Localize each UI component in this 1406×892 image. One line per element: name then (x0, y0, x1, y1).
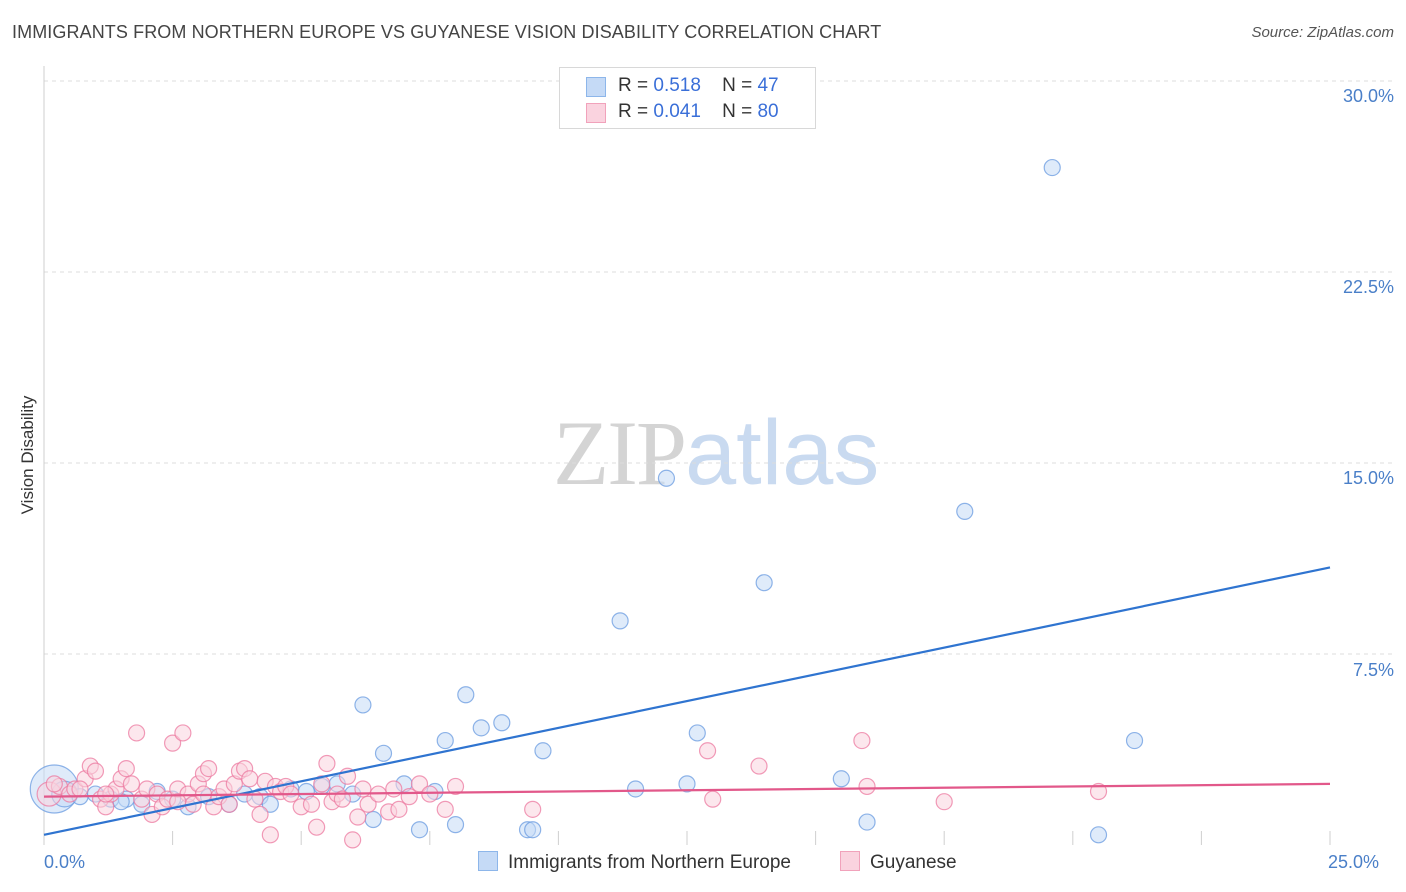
bottom-legend-label: Guyanese (870, 852, 957, 873)
point-guyanese (164, 734, 182, 752)
y-tick-label: 15.0% (1342, 468, 1394, 488)
point-northern-europe (678, 775, 696, 793)
point-guyanese (1089, 782, 1108, 801)
point-guyanese (349, 808, 367, 826)
point-guyanese (390, 800, 408, 818)
y-tick-label: 30.0% (1342, 86, 1394, 106)
point-northern-europe (472, 719, 490, 737)
point-guyanese (421, 785, 439, 803)
point-northern-europe (858, 813, 876, 831)
legend-swatch-blue (586, 77, 606, 97)
trendline-guyanese (43, 782, 1331, 798)
point-guyanese (750, 757, 768, 775)
point-guyanese (935, 793, 953, 811)
point-guyanese (45, 775, 63, 793)
point-guyanese (261, 826, 279, 844)
point-guyanese (385, 780, 403, 798)
legend-n-value: 47 (757, 75, 779, 96)
point-guyanese (344, 831, 362, 849)
point-guyanese (302, 795, 321, 813)
point-guyanese (220, 795, 238, 813)
legend-r-value: 0.518 (653, 75, 701, 96)
x-tick-label: 0.0% (44, 852, 86, 872)
point-guyanese (359, 795, 377, 813)
point-guyanese (127, 724, 146, 742)
source-label: Source: ZipAtlas.com (1251, 24, 1394, 41)
point-guyanese (704, 790, 722, 808)
point-guyanese (308, 818, 326, 836)
watermark: ZIPatlas (553, 400, 879, 506)
point-northern-europe (261, 795, 279, 813)
point-guyanese (117, 759, 135, 778)
point-guyanese (436, 800, 454, 818)
point-northern-europe (832, 770, 850, 788)
point-northern-europe (1089, 826, 1108, 844)
point-guyanese (241, 770, 259, 788)
point-northern-europe (524, 821, 542, 839)
point-northern-europe (1125, 731, 1144, 750)
point-guyanese (71, 780, 89, 798)
chart-title: IMMIGRANTS FROM NORTHERN EUROPE VS GUYAN… (12, 22, 882, 42)
x-tick-label: 25.0% (1328, 852, 1380, 872)
trendline-northern-europe (43, 566, 1331, 836)
bottom-legend-guyanese: Guyanese (840, 851, 957, 874)
point-northern-europe (374, 744, 393, 762)
point-northern-europe (534, 742, 552, 760)
point-northern-europe (657, 469, 676, 487)
y-tick-label: 22.5% (1342, 277, 1394, 297)
point-guyanese (251, 805, 269, 824)
point-guyanese (200, 759, 218, 778)
legend-r-value: 0.041 (653, 101, 701, 122)
point-guyanese (122, 775, 141, 793)
y-tick-label: 7.5% (1352, 660, 1394, 680)
legend-swatch-pink (586, 103, 606, 123)
point-guyanese (853, 731, 871, 750)
point-guyanese (86, 762, 105, 780)
point-northern-europe (688, 724, 706, 742)
legend-n-value: 80 (757, 101, 779, 122)
point-guyanese (174, 724, 192, 742)
bottom-legend-label: Immigrants from Northern Europe (508, 852, 791, 873)
point-northern-europe (1043, 158, 1061, 177)
bottom-legend-swatch-pink (840, 851, 860, 871)
point-guyanese (858, 777, 876, 796)
point-northern-europe (626, 780, 645, 798)
point-northern-europe (446, 816, 465, 834)
point-guyanese (313, 775, 331, 793)
point-guyanese (524, 800, 542, 818)
point-guyanese (318, 754, 336, 773)
point-guyanese (698, 742, 717, 760)
legend: R = 0.518 N = 47 R = 0.041 N = 80 (559, 67, 816, 129)
bottom-legend-swatch-blue (478, 851, 498, 871)
watermark-atlas: atlas (685, 402, 880, 504)
point-guyanese (333, 790, 351, 808)
point-guyanese (97, 785, 115, 803)
watermark-zip: ZIP (553, 402, 687, 504)
legend-r-label: R = (618, 75, 649, 96)
point-northern-europe (611, 612, 629, 630)
point-guyanese (446, 777, 465, 796)
point-northern-europe (436, 731, 454, 750)
point-northern-europe (493, 714, 511, 732)
point-northern-europe (457, 686, 475, 704)
legend-r-label: R = (618, 101, 649, 122)
bottom-legend-northern-europe: Immigrants from Northern Europe (478, 851, 791, 874)
legend-n-label: N = (722, 101, 753, 122)
point-northern-europe (364, 810, 382, 829)
point-northern-europe (410, 821, 429, 839)
point-northern-europe (956, 502, 974, 520)
point-northern-europe (755, 574, 773, 592)
point-northern-europe (354, 696, 372, 714)
legend-n-label: N = (722, 75, 753, 96)
y-axis-label: Vision Disability (18, 395, 37, 515)
